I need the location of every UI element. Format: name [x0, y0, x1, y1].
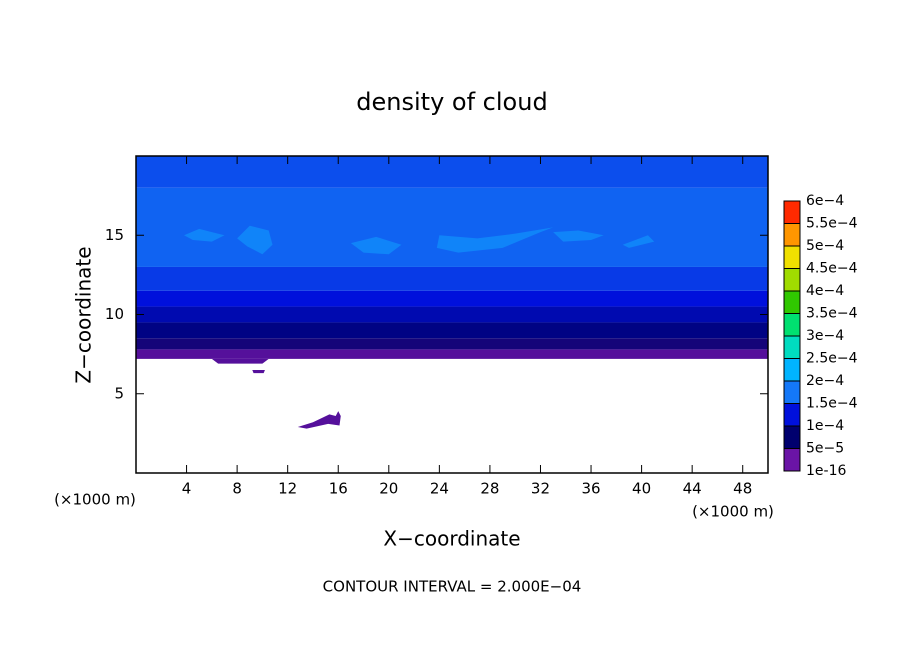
- contour-band: [136, 306, 768, 323]
- x-tick-label: 4: [182, 480, 192, 498]
- colorbar-label: 2.5e−4: [806, 351, 858, 367]
- x-tick-label: 16: [329, 480, 348, 498]
- colorbar-label: 5e−5: [806, 441, 844, 457]
- contour-band: [136, 338, 768, 350]
- contour-patch: [211, 358, 269, 364]
- x-tick-label: 48: [733, 480, 752, 498]
- colorbar-segment: [784, 403, 800, 426]
- contour-patch: [252, 369, 265, 374]
- colorbar-segment: [784, 291, 800, 314]
- x-unit: (×1000 m): [54, 491, 136, 509]
- colorbar-segment: [784, 201, 800, 224]
- colorbar-label: 4.5e−4: [806, 261, 858, 277]
- x-tick-label: 32: [531, 480, 550, 498]
- contour-patch: [553, 230, 604, 242]
- contour-band: [136, 156, 768, 188]
- contour-band: [136, 290, 768, 307]
- colorbar-segment: [784, 313, 800, 336]
- y-tick-label: 5: [114, 384, 124, 402]
- colorbar-segment: [784, 358, 800, 381]
- plot-area: [136, 156, 768, 429]
- colorbar-label: 6e−4: [806, 193, 844, 209]
- colorbar-label: 3.5e−4: [806, 306, 858, 322]
- colorbar-label: 2e−4: [806, 373, 844, 389]
- contour-patch: [622, 235, 655, 248]
- y-tick-label: 10: [105, 305, 124, 323]
- contour-patch: [184, 228, 225, 242]
- y-axis-label: Z−coordinate: [72, 246, 96, 383]
- contour-band: [136, 187, 768, 267]
- colorbar-label: 1.5e−4: [806, 396, 858, 412]
- x-tick-label: 40: [632, 480, 651, 498]
- colorbar-segment: [784, 426, 800, 449]
- colorbar-label: 5e−4: [806, 238, 844, 254]
- colorbar-segment: [784, 448, 800, 471]
- x-tick-label: 8: [232, 480, 242, 498]
- y-tick-label: 15: [105, 226, 124, 244]
- contour-patch: [436, 227, 554, 253]
- colorbar-label: 4e−4: [806, 283, 844, 299]
- colorbar-segment: [784, 336, 800, 359]
- colorbar-label: 1e-16: [806, 463, 846, 479]
- contour-patch: [237, 225, 273, 255]
- colorbar-segment: [784, 246, 800, 269]
- contour-note: CONTOUR INTERVAL = 2.000E−04: [323, 578, 582, 596]
- x-axis-label: X−coordinate: [383, 527, 520, 551]
- colorbar-label: 1e−4: [806, 418, 844, 434]
- contour-band: [136, 322, 768, 339]
- colorbar-label: 3e−4: [806, 328, 844, 344]
- colorbar-segment: [784, 223, 800, 246]
- chart-title: density of cloud: [356, 88, 547, 116]
- x-unit: (×1000 m): [692, 503, 774, 521]
- contour-band: [136, 266, 768, 291]
- x-tick-label: 44: [683, 480, 702, 498]
- colorbar-label: 5.5e−4: [806, 216, 858, 232]
- contour-patch: [297, 411, 341, 429]
- x-tick-label: 28: [480, 480, 499, 498]
- x-tick-label: 24: [430, 480, 449, 498]
- contour-patch: [350, 236, 402, 255]
- contour-band: [136, 349, 768, 359]
- x-tick-label: 36: [581, 480, 600, 498]
- x-tick-label: 12: [278, 480, 297, 498]
- colorbar-segment: [784, 268, 800, 291]
- x-tick-label: 20: [379, 480, 398, 498]
- colorbar-segment: [784, 381, 800, 404]
